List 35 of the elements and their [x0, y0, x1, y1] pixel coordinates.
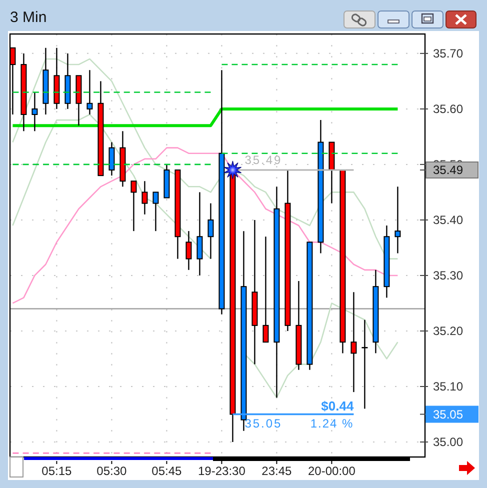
x-tick-label: 19-23:30 — [198, 464, 246, 478]
candlestick — [142, 180, 148, 216]
line-series — [12, 58, 398, 260]
candlestick — [208, 202, 214, 260]
x-tick-label: 23:45 — [262, 464, 292, 478]
x-tick-label: 05:30 — [96, 464, 128, 478]
y-tick-label: 35.30 — [433, 268, 464, 282]
candlestick — [32, 92, 38, 132]
y-tick-label: 35.10 — [433, 380, 464, 394]
x-tick-label: 05:45 — [152, 464, 182, 478]
candlestick — [196, 192, 203, 276]
x-tick-label: 05:15 — [42, 464, 72, 478]
data-label: 35.05 — [244, 416, 282, 430]
candlestick — [394, 186, 401, 254]
candlestick — [361, 319, 368, 410]
y-tick-label: 35.05 — [433, 407, 464, 422]
candlestick — [86, 69, 93, 116]
annotation: 1.24 % — [310, 416, 354, 430]
y-tick-label: 35.60 — [433, 102, 464, 116]
chart-title: 3 Min — [10, 9, 47, 26]
x-tick-label: 20-00:00 — [308, 464, 356, 478]
y-tick-label: 35.40 — [433, 212, 464, 227]
candlestick — [152, 192, 159, 232]
line-series — [12, 147, 398, 304]
y-tick-label: 35.49 — [433, 163, 464, 178]
candlestick — [108, 142, 115, 176]
candlestick — [186, 230, 192, 271]
data-label: 35.49 — [244, 153, 282, 168]
candlestick — [350, 292, 357, 393]
annotation: $0.44 — [321, 398, 354, 414]
y-tick-label: 35.00 — [433, 435, 464, 450]
y-tick-label: 35.20 — [433, 324, 464, 338]
candlestick — [262, 236, 269, 343]
candlestick — [130, 180, 137, 232]
y-tick-label: 35.70 — [433, 46, 464, 60]
